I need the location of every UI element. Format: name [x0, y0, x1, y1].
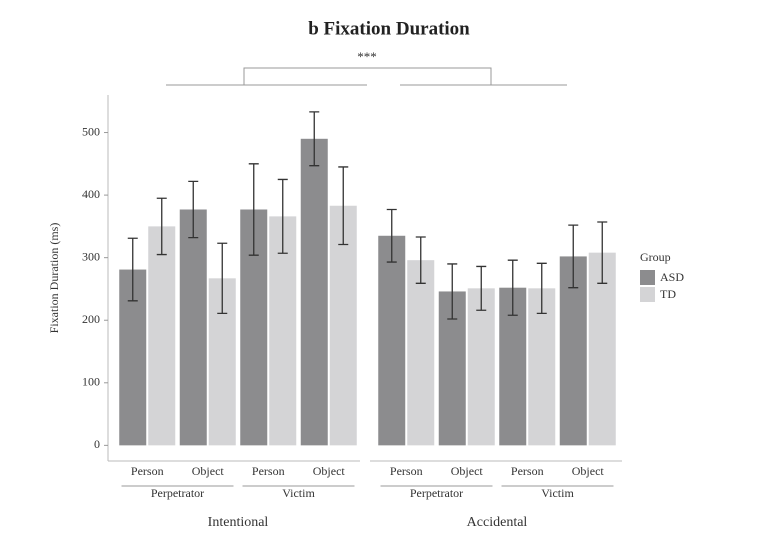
bar	[467, 288, 495, 446]
error-bar	[386, 208, 397, 263]
x-tick-label: Object	[192, 464, 225, 478]
error-bar	[127, 237, 138, 302]
y-axis-label: Fixation Duration (ms)	[47, 223, 61, 334]
legend-swatch	[640, 270, 655, 285]
error-bar	[415, 236, 426, 284]
error-bar	[568, 224, 579, 289]
x-tick-label: Object	[451, 464, 484, 478]
error-bar	[507, 259, 518, 316]
panel-label: Accidental	[467, 515, 528, 530]
legend-label: TD	[660, 287, 676, 301]
x-tick-label: Person	[390, 464, 423, 478]
y-tick-label: 100	[82, 375, 100, 389]
error-bar	[277, 178, 288, 254]
error-bar	[597, 221, 608, 284]
legend-title: Group	[640, 250, 671, 264]
error-bar	[248, 163, 259, 256]
bar	[407, 260, 435, 446]
subgroup-label: Perpetrator	[151, 486, 204, 500]
y-tick-label: 500	[82, 124, 100, 138]
x-tick-label: Person	[252, 464, 285, 478]
bar	[528, 288, 556, 446]
error-bar	[156, 197, 167, 256]
bar	[588, 252, 616, 446]
significance-bracket	[166, 67, 567, 86]
bar	[300, 138, 328, 446]
y-tick-label: 300	[82, 249, 100, 263]
error-bar	[476, 265, 487, 311]
error-bar	[217, 242, 228, 314]
subgroup-label: Perpetrator	[410, 486, 463, 500]
significance: ***	[357, 49, 377, 64]
y-tick-label: 400	[82, 187, 100, 201]
subgroup-label: Victim	[282, 486, 315, 500]
chart-title: b Fixation Duration	[308, 18, 470, 39]
y-tick-label: 0	[94, 437, 100, 451]
legend-label: ASD	[660, 270, 684, 284]
y-tick-label: 200	[82, 312, 100, 326]
bar	[148, 226, 176, 446]
bar	[378, 235, 406, 446]
subgroup-label: Victim	[541, 486, 574, 500]
error-bar	[338, 166, 349, 246]
x-tick-label: Object	[313, 464, 346, 478]
error-bar	[447, 263, 458, 320]
panel-label: Intentional	[208, 515, 269, 530]
x-tick-label: Person	[511, 464, 544, 478]
error-bar	[536, 262, 547, 314]
bar	[329, 205, 357, 446]
legend-swatch	[640, 287, 655, 302]
error-bar	[188, 180, 199, 239]
x-tick-label: Person	[131, 464, 164, 478]
x-tick-label: Object	[572, 464, 605, 478]
error-bar	[309, 111, 320, 167]
bar	[269, 216, 297, 446]
bar	[179, 209, 207, 446]
